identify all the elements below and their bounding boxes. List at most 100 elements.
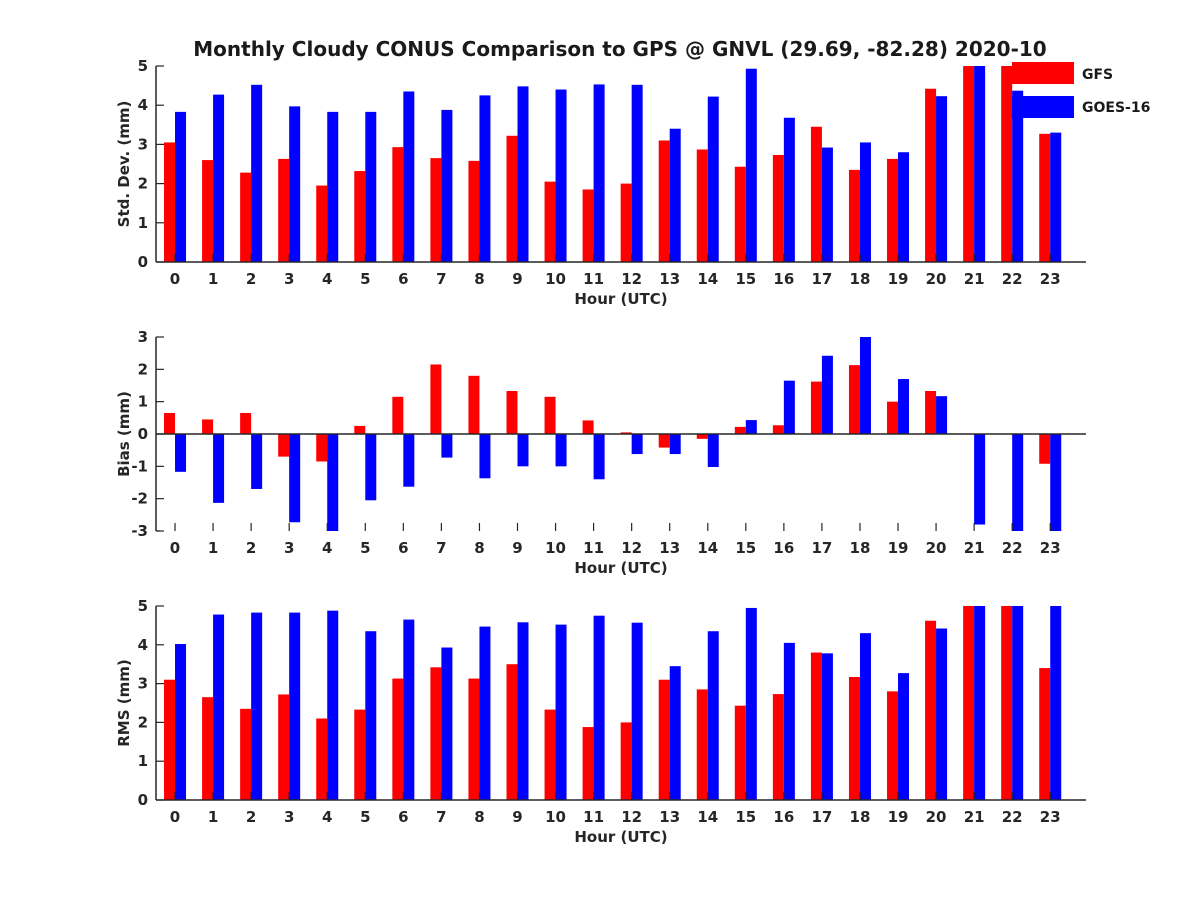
bar-goes-16-hour-4	[327, 434, 339, 531]
x-tick-label: 1	[208, 808, 218, 826]
bar-goes-16-hour-16	[783, 642, 795, 800]
bar-gfs-hour-1	[202, 160, 214, 262]
bar-goes-16-hour-23	[1050, 434, 1062, 531]
bar-gfs-hour-7	[430, 364, 442, 434]
x-tick-label: 22	[1002, 808, 1023, 826]
y-axis-label: RMS (mm)	[115, 659, 133, 746]
bar-gfs-hour-16	[772, 425, 784, 434]
y-tick-label: -1	[131, 457, 148, 475]
bar-goes-16-hour-23	[1050, 606, 1062, 800]
y-tick-label: 5	[138, 597, 148, 615]
bar-gfs-hour-11	[582, 189, 594, 262]
x-tick-label: 18	[850, 270, 871, 288]
bar-goes-16-hour-13	[669, 666, 681, 800]
x-tick-label: 14	[697, 270, 718, 288]
bar-gfs-hour-10	[544, 396, 556, 434]
bar-gfs-hour-23	[1039, 133, 1051, 262]
bar-gfs-hour-2	[240, 172, 252, 262]
bar-goes-16-hour-19	[898, 673, 910, 800]
bar-gfs-hour-2	[240, 708, 252, 800]
bar-gfs-hour-8	[468, 375, 480, 434]
bar-gfs-hour-20	[925, 620, 937, 800]
bar-gfs-hour-8	[468, 160, 480, 262]
legend-label: GOES-16	[1082, 100, 1150, 116]
x-tick-label: 11	[583, 539, 604, 557]
bar-gfs-hour-12	[620, 183, 632, 262]
bar-goes-16-hour-9	[517, 434, 529, 467]
bar-goes-16-hour-12	[631, 84, 643, 262]
x-tick-label: 13	[659, 270, 680, 288]
bar-gfs-hour-18	[848, 677, 860, 800]
bar-goes-16-hour-1	[213, 94, 225, 262]
x-tick-label: 4	[322, 539, 332, 557]
y-axis-label: Bias (mm)	[115, 391, 133, 477]
bar-gfs-hour-3	[278, 158, 290, 262]
bar-gfs-hour-17	[810, 126, 822, 262]
bar-goes-16-hour-6	[403, 91, 415, 262]
x-tick-label: 21	[964, 539, 985, 557]
bar-gfs-hour-0	[164, 412, 176, 434]
x-tick-label: 22	[1002, 539, 1023, 557]
bar-gfs-hour-9	[506, 135, 518, 262]
bar-gfs-hour-7	[430, 667, 442, 800]
bar-gfs-hour-5	[354, 171, 366, 262]
bar-goes-16-hour-7	[441, 109, 453, 263]
x-axis-label: Hour (UTC)	[574, 828, 667, 846]
bar-gfs-hour-10	[544, 709, 556, 800]
x-tick-label: 9	[512, 539, 522, 557]
bar-gfs-hour-4	[316, 185, 328, 262]
x-tick-label: 8	[474, 270, 484, 288]
bar-goes-16-hour-1	[213, 614, 225, 800]
bar-goes-16-hour-12	[631, 434, 643, 455]
bar-gfs-hour-8	[468, 678, 480, 800]
legend-swatch-goes-16	[1012, 96, 1074, 118]
y-tick-label: -2	[131, 490, 148, 508]
bar-goes-16-hour-15	[745, 420, 757, 434]
bar-gfs-hour-23	[1039, 434, 1051, 464]
x-tick-label: 19	[888, 808, 909, 826]
x-tick-label: 23	[1040, 808, 1061, 826]
bar-goes-16-hour-5	[365, 111, 377, 262]
bar-gfs-hour-6	[392, 396, 404, 434]
x-tick-label: 12	[621, 808, 642, 826]
bar-gfs-hour-13	[658, 140, 670, 262]
bar-goes-16-hour-20	[936, 96, 948, 263]
bar-gfs-hour-18	[848, 365, 860, 434]
x-tick-label: 17	[811, 808, 832, 826]
x-tick-label: 11	[583, 270, 604, 288]
legend-swatch-gfs	[1012, 62, 1074, 84]
bar-gfs-hour-20	[925, 390, 937, 434]
bar-gfs-hour-13	[658, 679, 670, 800]
bar-gfs-hour-11	[582, 420, 594, 434]
bar-gfs-hour-2	[240, 412, 252, 434]
bar-goes-16-hour-11	[593, 434, 605, 480]
bar-goes-16-hour-4	[327, 610, 339, 800]
y-tick-label: 3	[138, 328, 148, 346]
bar-gfs-hour-19	[887, 158, 899, 262]
x-tick-label: 14	[697, 808, 718, 826]
bar-gfs-hour-22	[1001, 66, 1013, 262]
bar-goes-16-hour-1	[213, 434, 225, 503]
x-tick-label: 20	[926, 270, 947, 288]
bar-gfs-hour-9	[506, 390, 518, 434]
bar-goes-16-hour-8	[479, 95, 491, 263]
bar-goes-16-hour-10	[555, 434, 567, 467]
x-tick-label: 23	[1040, 539, 1061, 557]
x-tick-label: 15	[735, 808, 756, 826]
bar-goes-16-hour-7	[441, 647, 453, 800]
bar-gfs-hour-14	[696, 149, 708, 262]
bar-gfs-hour-15	[734, 426, 746, 434]
x-tick-label: 16	[773, 808, 794, 826]
bar-gfs-hour-1	[202, 697, 214, 800]
bar-gfs-hour-6	[392, 678, 404, 800]
x-tick-label: 9	[512, 270, 522, 288]
bar-gfs-hour-15	[734, 166, 746, 262]
bar-goes-16-hour-17	[821, 147, 833, 262]
x-tick-label: 15	[735, 270, 756, 288]
bar-goes-16-hour-23	[1050, 132, 1062, 262]
bar-goes-16-hour-19	[898, 379, 910, 434]
bar-goes-16-hour-2	[251, 84, 263, 262]
